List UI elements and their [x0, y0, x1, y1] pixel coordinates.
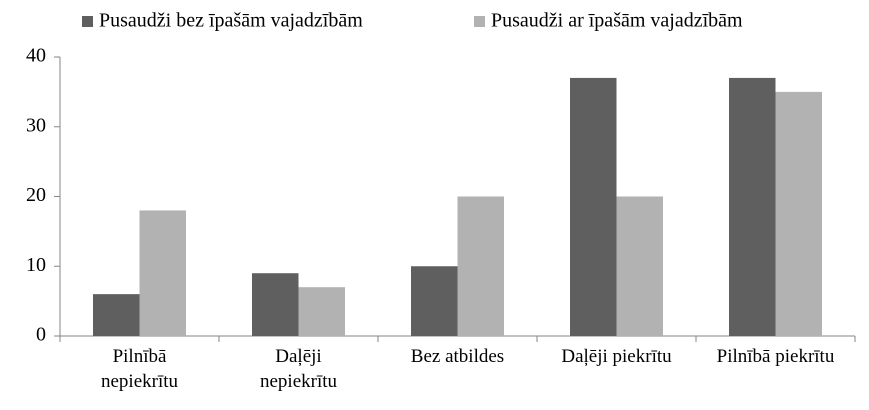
- bar: [298, 287, 345, 336]
- bar: [457, 196, 504, 336]
- bar: [616, 196, 663, 336]
- legend-swatch: [474, 16, 485, 27]
- y-tick-label: 20: [26, 184, 46, 206]
- x-tick-label: Pilnībā piekrītu: [716, 346, 835, 367]
- bar: [570, 77, 617, 337]
- bar: [139, 210, 186, 336]
- y-tick-label: 40: [26, 45, 46, 67]
- y-tick-label: 10: [26, 254, 46, 276]
- bar: [775, 91, 822, 336]
- x-tick-label: Daļēji piekrītu: [561, 346, 672, 367]
- x-tick-label: Bez atbildes: [410, 346, 505, 367]
- bar: [93, 294, 140, 336]
- legend-swatch: [82, 16, 93, 27]
- bar: [729, 77, 776, 337]
- legend-label: Pusaudži bez īpašām vajadzībām: [99, 10, 363, 32]
- y-tick-label: 30: [26, 114, 46, 136]
- x-tick-label: Daļēji nepiekrītu: [259, 346, 338, 392]
- x-tick-label: Pilnībā nepiekrītu: [100, 346, 179, 392]
- y-tick-label: 0: [36, 324, 46, 346]
- legend-label: Pusaudži ar īpašām vajadzībām: [491, 10, 743, 32]
- bar: [252, 273, 299, 336]
- bar: [411, 266, 458, 336]
